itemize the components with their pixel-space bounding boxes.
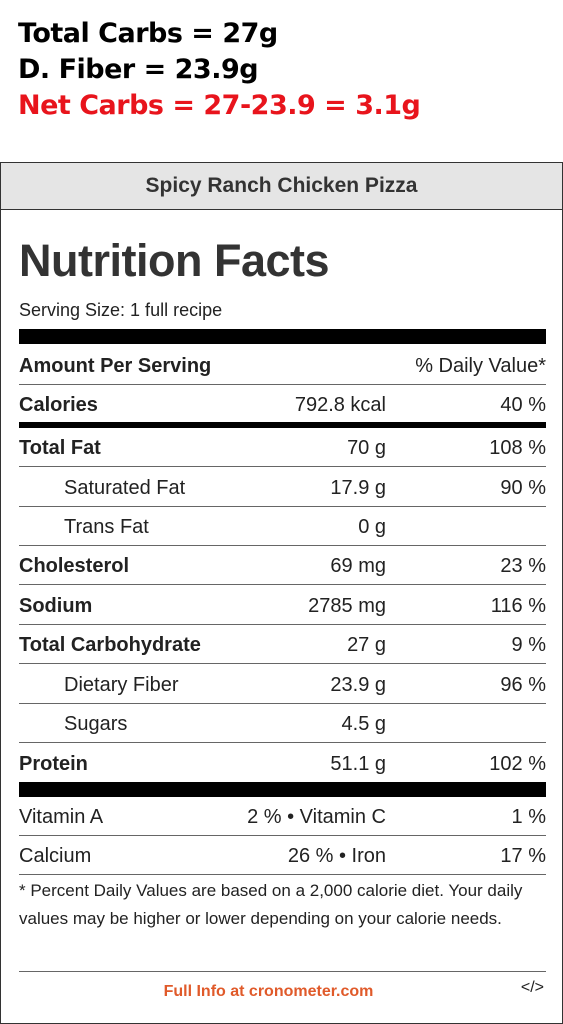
nutrient-row-sodium: Sodium 2785 mg 116 % [19,586,546,625]
nutrient-name: Total Fat [19,437,101,459]
nutrient-dv: 108 % [489,437,546,459]
nutrient-amount: 27 g [347,634,386,656]
calories-label: Calories [19,394,98,416]
medium-divider [19,422,546,428]
embed-code-icon[interactable]: </> [520,979,544,996]
nutrient-row-protein: Protein 51.1 g 102 % [19,744,546,782]
calcium-dv: 26 % • Iron [287,845,386,867]
nutrient-dv: 23 % [500,555,546,577]
full-info-link[interactable]: Full Info at cronometer.com [163,983,374,1000]
nutrient-amount: 70 g [347,437,386,459]
vitamin-row: Vitamin A 2 % • Vitamin C 1 % [19,797,546,836]
recipe-name: Spicy Ranch Chicken Pizza [1,163,562,210]
nutrient-name: Cholesterol [19,555,130,577]
nutrient-amount: 69 mg [330,555,386,577]
nutrient-row-trans-fat: Trans Fat 0 g [19,507,546,546]
iron-dv: 17 % [500,845,546,867]
nutrient-amount: 0 g [358,516,386,538]
nutrition-facts-title: Nutrition Facts [19,235,330,286]
net-carbs-annotation: Total Carbs = 27g D. Fiber = 23.9g Net C… [18,16,421,124]
calcium-label: Calcium [19,845,92,867]
nutrient-dv: 90 % [500,477,546,499]
nutrient-name: Sodium [19,595,93,617]
amount-header: Amount Per Serving [19,355,212,377]
nutrient-amount: 4.5 g [341,713,386,735]
nutrient-row-dietary-fiber: Dietary Fiber 23.9 g 96 % [19,665,546,704]
daily-value-footnote: * Percent Daily Values are based on a 2,… [19,881,523,928]
nutrient-dv: 102 % [489,753,546,775]
nutrient-dv: 116 % [490,595,546,617]
nutrient-row-cholesterol: Cholesterol 69 mg 23 % [19,546,546,585]
fiber-annotation: D. Fiber = 23.9g [18,54,259,85]
vitamin-a-dv: 2 % • Vitamin C [247,806,386,828]
vitamin-a-label: Vitamin A [19,806,104,828]
vitamin-c-dv: 1 % [511,806,546,828]
total-carbs-annotation: Total Carbs = 27g [18,18,278,49]
thick-divider [19,329,546,344]
nutrient-amount: 51.1 g [330,753,386,775]
mineral-row: Calcium 26 % • Iron 17 % [19,836,546,875]
nutrient-row-total-fat: Total Fat 70 g 108 % [19,428,546,467]
nutrient-dv: 9 % [511,634,546,656]
serving-size: Serving Size: 1 full recipe [19,300,223,320]
dv-header: % Daily Value* [415,355,546,377]
amount-header-row: Amount Per Serving % Daily Value* [19,346,546,385]
nutrient-name: Dietary Fiber [64,674,179,696]
nutrient-amount: 23.9 g [330,674,386,696]
nutrient-name: Sugars [64,713,128,735]
calories-row: Calories 792.8 kcal 40 % [19,385,546,423]
nutrient-row-sugars: Sugars 4.5 g [19,704,546,743]
nutrient-row-total-carbohydrate: Total Carbohydrate 27 g 9 % [19,625,546,664]
nutrient-name: Saturated Fat [64,477,186,499]
nutrient-name: Trans Fat [64,516,149,538]
nutrient-dv: 96 % [500,674,546,696]
nutrient-name: Protein [19,753,88,775]
net-carbs-line: Net Carbs = 27-23.9 = 3.1g [18,90,421,121]
nutrient-amount: 2785 mg [308,595,386,617]
nutrient-amount: 17.9 g [330,477,386,499]
calories-dv: 40 % [500,394,546,416]
nutrition-label: Spicy Ranch Chicken Pizza Nutrition Fact… [0,162,563,1024]
footer-divider [19,971,546,972]
thick-divider [19,782,546,797]
nutrient-row-saturated-fat: Saturated Fat 17.9 g 90 % [19,468,546,507]
nutrient-name: Total Carbohydrate [19,634,201,656]
calories-amount: 792.8 kcal [294,394,386,416]
